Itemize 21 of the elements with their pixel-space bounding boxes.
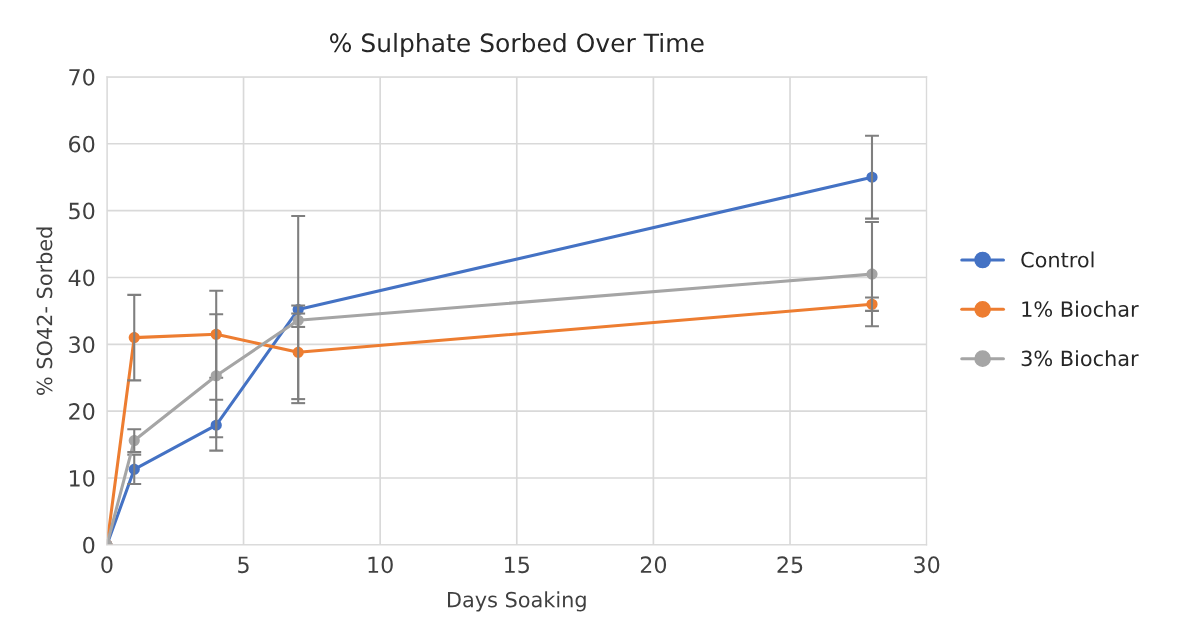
y-tick-label: 40 bbox=[68, 269, 95, 287]
legend-label: Control bbox=[1021, 251, 1094, 268]
x-tick-label: 25 bbox=[777, 556, 803, 574]
y-tick-label: 50 bbox=[69, 202, 95, 220]
x-tick-label: 30 bbox=[914, 556, 940, 574]
x-tick-label: 20 bbox=[640, 556, 667, 574]
legend-label: 1% Biochar bbox=[1022, 300, 1139, 317]
y-tick-label: 60 bbox=[69, 135, 95, 153]
y-axis-title: % SO42- Sorbed bbox=[36, 227, 53, 395]
y-tick-label: 20 bbox=[69, 403, 95, 420]
y-tick-label: 70 bbox=[69, 68, 95, 86]
chart-title: % Sulphate Sorbed Over Time bbox=[330, 32, 704, 58]
x-tick-label: 10 bbox=[368, 556, 393, 574]
y-tick-label: 30 bbox=[69, 336, 95, 354]
x-tick-label: 5 bbox=[238, 556, 249, 574]
x-axis-title: Days Soaking bbox=[448, 591, 586, 612]
y-tick-label: 0 bbox=[83, 536, 95, 554]
x-tick-label: 0 bbox=[101, 556, 113, 574]
y-tick-label: 10 bbox=[69, 469, 95, 487]
x-tick-label: 15 bbox=[505, 556, 529, 574]
legend-label: 3% Biochar bbox=[1021, 350, 1139, 367]
